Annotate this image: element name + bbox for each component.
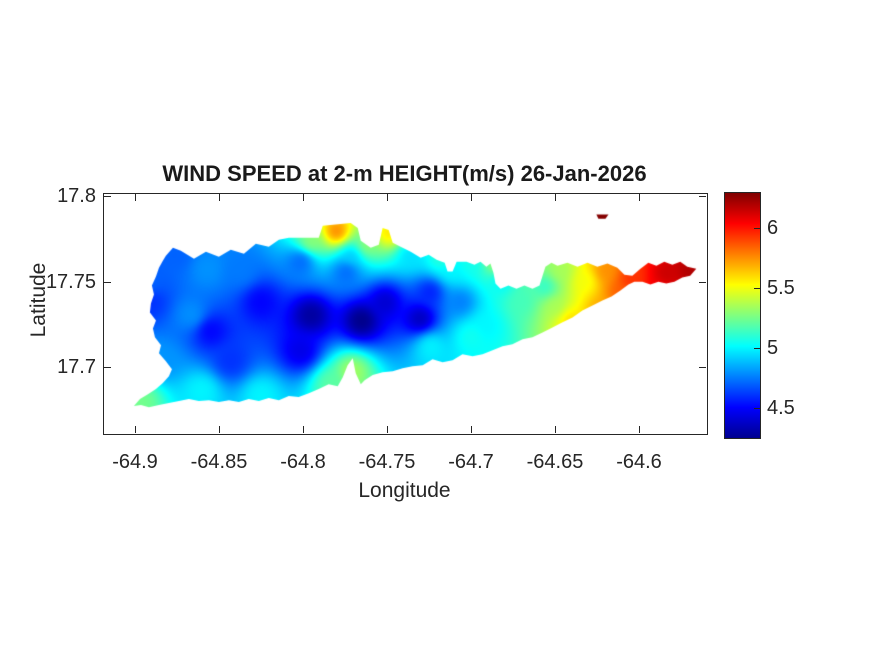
wind-speed-heatmap bbox=[104, 194, 706, 433]
x-tick-mark-top bbox=[135, 194, 136, 201]
colorbar-tick-label: 4.5 bbox=[767, 397, 795, 419]
colorbar-tick-label: 5.5 bbox=[767, 277, 795, 299]
x-tick-label: -64.65 bbox=[526, 451, 584, 473]
x-tick-label: -64.85 bbox=[190, 451, 248, 473]
figure-title: WIND SPEED at 2-m HEIGHT(m/s) 26-Jan-202… bbox=[162, 161, 647, 186]
x-tick-label: -64.8 bbox=[280, 451, 326, 473]
x-tick-mark bbox=[135, 426, 136, 433]
x-tick-mark-top bbox=[639, 194, 640, 201]
y-tick-mark bbox=[104, 282, 111, 283]
y-tick-mark-right bbox=[699, 367, 706, 368]
y-tick-mark-right bbox=[699, 196, 706, 197]
x-tick-mark-top bbox=[555, 194, 556, 201]
y-tick-label: 17.75 bbox=[45, 271, 96, 293]
x-tick-mark bbox=[303, 426, 304, 433]
colorbar-tick-mark bbox=[754, 408, 760, 409]
colorbar-tick-label: 6 bbox=[767, 217, 779, 239]
y-tick-label: 17.7 bbox=[57, 356, 96, 378]
y-tick-label: 17.8 bbox=[57, 185, 96, 207]
colorbar-tick-label: 5 bbox=[767, 337, 779, 359]
x-tick-mark-top bbox=[303, 194, 304, 201]
x-tick-label: -64.75 bbox=[358, 451, 416, 473]
x-axis-label: Longitude bbox=[358, 479, 451, 502]
y-tick-mark bbox=[104, 367, 111, 368]
y-tick-mark-right bbox=[699, 282, 706, 283]
x-tick-mark bbox=[639, 426, 640, 433]
x-tick-mark-top bbox=[219, 194, 220, 201]
x-tick-label: -64.7 bbox=[448, 451, 494, 473]
x-tick-mark-top bbox=[471, 194, 472, 201]
colorbar-tick-mark bbox=[754, 228, 760, 229]
x-tick-mark bbox=[219, 426, 220, 433]
x-tick-mark-top bbox=[387, 194, 388, 201]
x-tick-label: -64.6 bbox=[616, 451, 662, 473]
x-tick-label: -64.9 bbox=[112, 451, 158, 473]
x-tick-mark bbox=[555, 426, 556, 433]
colorbar-tick-mark bbox=[754, 288, 760, 289]
x-tick-mark bbox=[387, 426, 388, 433]
x-tick-mark bbox=[471, 426, 472, 433]
y-tick-mark bbox=[104, 196, 111, 197]
colorbar bbox=[724, 192, 761, 439]
plot-axes-box bbox=[103, 193, 708, 435]
colorbar-tick-mark bbox=[754, 348, 760, 349]
